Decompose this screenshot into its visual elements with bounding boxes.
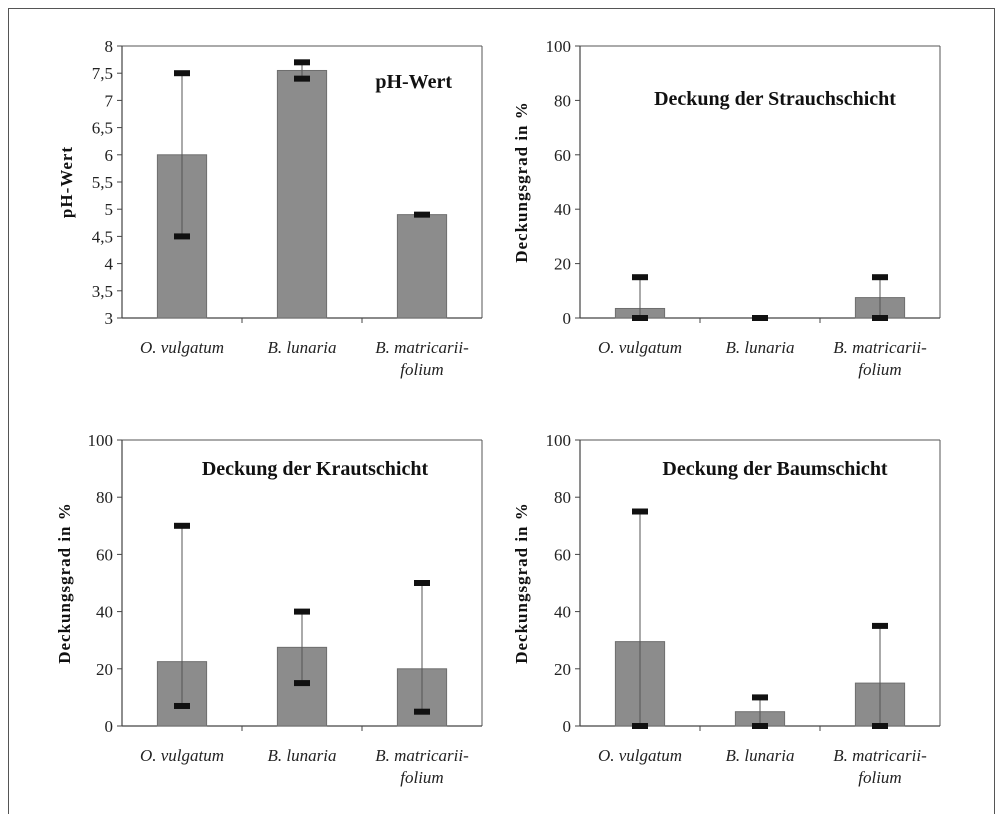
category-label: B. lunaria	[726, 746, 795, 765]
error-cap-high	[752, 315, 768, 321]
error-cap-low	[174, 702, 190, 709]
y-tick-label: 60	[554, 545, 571, 564]
y-axis-label: Deckungsgrad in %	[512, 502, 531, 664]
y-tick-label: 6	[105, 146, 114, 165]
chart-title: Deckung der Krautschicht	[202, 458, 429, 480]
chart-panel-1: 3 3,5 4 4,5 5 5,5 6 6,5 7 7,5 8 O. vulgatum B. lunar…	[57, 37, 483, 379]
category-label: O. vulgatum	[598, 338, 682, 357]
y-tick-label: 40	[96, 603, 113, 622]
y-tick-label: 6,5	[92, 119, 113, 138]
y-tick-label: 5,5	[92, 173, 113, 192]
error-cap-high	[632, 508, 648, 515]
y-tick-label: 100	[88, 431, 114, 450]
chart-title: Deckung der Strauchschicht	[654, 88, 896, 110]
error-cap-low	[752, 723, 768, 729]
category-label: B. matricarii-folium	[375, 746, 469, 787]
chart-title: Deckung der Baumschicht	[662, 458, 888, 480]
y-tick-label: 0	[563, 309, 572, 328]
y-tick-label: 20	[96, 660, 113, 679]
y-tick-label: 5	[105, 200, 114, 219]
category-label: B. lunaria	[268, 746, 337, 765]
y-tick-label: 4,5	[92, 227, 113, 246]
error-cap-high	[752, 694, 768, 701]
y-tick-label: 60	[554, 146, 571, 165]
chart-panel-3: 0 20 40 60 80 100 O. vulgatum B. lunaria B. matr…	[55, 431, 483, 787]
figure-frame	[8, 8, 995, 814]
y-tick-label: 100	[546, 37, 572, 56]
y-tick-label: 4	[105, 255, 114, 274]
y-tick-label: 80	[96, 488, 113, 507]
error-cap-low	[294, 680, 310, 687]
error-cap-low	[414, 708, 430, 715]
y-tick-label: 20	[554, 660, 571, 679]
category-label: O. vulgatum	[598, 746, 682, 765]
y-tick-label: 40	[554, 200, 571, 219]
category-label: O. vulgatum	[140, 338, 224, 357]
y-tick-label: 40	[554, 603, 571, 622]
y-tick-label: 0	[105, 717, 114, 736]
category-label: O. vulgatum	[140, 746, 224, 765]
y-tick-label: 60	[96, 545, 113, 564]
error-cap-low	[632, 315, 648, 321]
y-tick-label: 7,5	[92, 64, 113, 83]
y-tick-label: 3,5	[92, 282, 113, 301]
error-cap-low	[174, 233, 190, 240]
y-axis-label: pH-Wert	[57, 146, 76, 218]
error-cap-low	[294, 75, 310, 82]
chart-panel-2: 0 20 40 60 80 100 O. vulgatum B. lunaria B. matr…	[512, 37, 941, 379]
category-label: B. lunaria	[268, 338, 337, 357]
error-cap-high	[174, 522, 190, 529]
bar	[396, 214, 448, 319]
y-tick-label: 8	[105, 37, 114, 56]
error-cap-high	[872, 622, 888, 629]
bar	[276, 69, 328, 319]
chart-title: pH-Wert	[375, 71, 452, 93]
error-cap-high	[294, 608, 310, 615]
error-cap-high	[414, 580, 430, 586]
y-axis-label: Deckungsgrad in %	[512, 101, 531, 263]
error-cap-high	[294, 59, 310, 66]
error-cap-low	[872, 315, 888, 321]
error-cap-high	[872, 274, 888, 281]
category-label: B. lunaria	[726, 338, 795, 357]
category-label: B. matricarii-folium	[833, 338, 927, 379]
category-label: B. matricarii-folium	[375, 338, 469, 379]
y-tick-label: 7	[105, 91, 114, 110]
y-tick-label: 0	[563, 717, 572, 736]
chart-panel-4: 0 20 40 60 80 100 O. vulgatum B. lunaria B. matr…	[512, 431, 941, 787]
y-axis-label: Deckungsgrad in %	[55, 502, 74, 664]
y-tick-label: 80	[554, 91, 571, 110]
error-cap-high	[632, 274, 648, 281]
error-cap-low	[632, 723, 648, 729]
y-tick-label: 20	[554, 255, 571, 274]
y-tick-label: 3	[105, 309, 114, 328]
y-tick-label: 100	[546, 431, 572, 450]
error-cap-low	[872, 723, 888, 729]
error-cap-high	[174, 70, 190, 77]
category-label: B. matricarii-folium	[833, 746, 927, 787]
y-tick-label: 80	[554, 488, 571, 507]
error-cap-high	[414, 211, 430, 218]
